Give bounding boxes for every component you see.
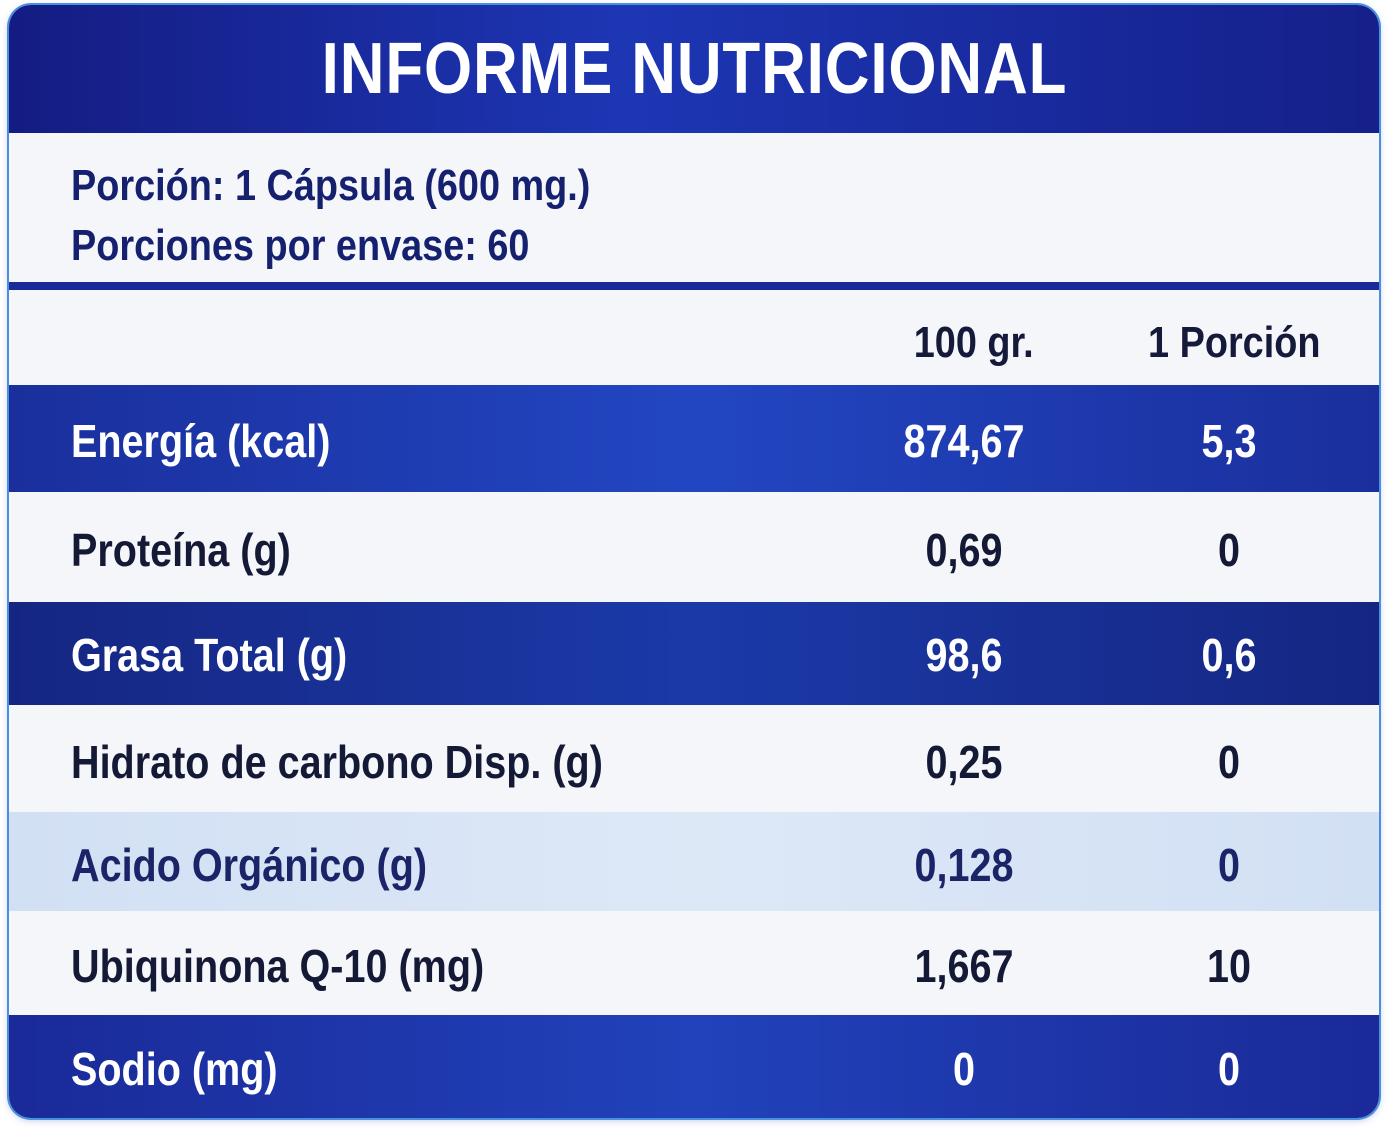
title-bar: INFORME NUTRICIONAL [9, 5, 1379, 133]
portion-size: Porción: 1 Cápsula (600 mg.) [71, 161, 591, 210]
column-header-100g: 100 gr. [913, 318, 1034, 367]
row-label: Sodio (mg) [71, 1043, 278, 1095]
table-row: Ubiquinona Q-10 (mg) 1,667 10 [9, 911, 1379, 1015]
page-title: INFORME NUTRICIONAL [321, 29, 1067, 109]
column-headers: 100 gr. 1 Porción [9, 290, 1379, 385]
row-label: Hidrato de carbono Disp. (g) [71, 736, 603, 788]
divider [9, 282, 1379, 290]
table-row: Hidrato de carbono Disp. (g) 0,25 0 [9, 705, 1379, 812]
column-header-portion: 1 Porción [1148, 318, 1321, 367]
serving-info: Porción: 1 Cápsula (600 mg.) Porciones p… [9, 133, 1379, 282]
table-row: Grasa Total (g) 98,6 0,6 [9, 602, 1379, 705]
table-row: Acido Orgánico (g) 0,128 0 [9, 812, 1379, 911]
servings-per-container: Porciones por envase: 60 [71, 221, 530, 270]
row-label: Energía (kcal) [71, 415, 331, 467]
row-label: Ubiquinona Q-10 (mg) [71, 940, 485, 992]
table-row: Energía (kcal) 874,67 5,3 [9, 385, 1379, 492]
row-label: Proteína (g) [71, 524, 291, 576]
table-row: Sodio (mg) 0 0 [9, 1015, 1379, 1118]
nutrition-card: INFORME NUTRICIONAL Porción: 1 Cápsula (… [9, 5, 1379, 1118]
row-label: Grasa Total (g) [71, 629, 348, 681]
table-row: Proteína (g) 0,69 0 [9, 492, 1379, 602]
row-label: Acido Orgánico (g) [71, 839, 428, 891]
